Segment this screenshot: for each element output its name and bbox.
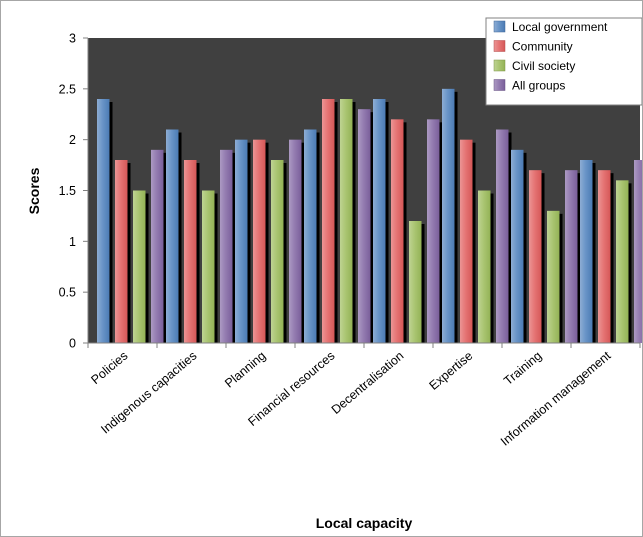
x-tick-label: Decentralisation — [329, 349, 407, 417]
bar-community-planning — [253, 139, 266, 343]
x-tick-label: Information management — [498, 348, 614, 448]
legend-swatch-all-groups — [493, 79, 506, 91]
bar-all-groups-decentralisation — [427, 119, 440, 343]
x-axis-title: Local capacity — [316, 515, 413, 531]
bar-local-government-indigenous-capacities — [166, 129, 179, 343]
legend-swatch-community — [493, 40, 506, 52]
bar-local-government-financial-resources — [304, 129, 317, 343]
bar-community-indigenous-capacities — [184, 160, 197, 343]
y-axis-title: Scores — [26, 167, 42, 214]
bar-community-training — [529, 170, 542, 343]
bar-civil-society-policies — [133, 190, 146, 343]
x-tick-label: Policies — [88, 349, 130, 387]
bar-local-government-information-management — [580, 160, 593, 343]
bar-all-groups-planning — [289, 139, 302, 343]
bar-civil-society-planning — [271, 160, 284, 343]
bars-layer — [97, 88, 642, 344]
bar-all-groups-information-management — [634, 160, 642, 343]
bar-local-government-policies — [97, 99, 110, 343]
bar-local-government-expertise — [442, 88, 455, 343]
legend-label-local-government: Local government — [512, 20, 608, 34]
bar-local-government-planning — [235, 139, 248, 343]
bar-all-groups-policies — [151, 149, 164, 343]
bar-all-groups-indigenous-capacities — [220, 149, 233, 343]
x-tick-label: Planning — [222, 349, 268, 391]
bar-civil-society-indigenous-capacities — [202, 190, 215, 343]
bar-civil-society-information-management — [616, 180, 629, 343]
y-tick-label: 0 — [69, 337, 76, 351]
legend-label-all-groups: All groups — [512, 79, 565, 93]
bar-community-decentralisation — [391, 119, 404, 343]
bar-civil-society-expertise — [478, 190, 491, 343]
bar-community-policies — [115, 160, 128, 343]
bar-all-groups-financial-resources — [358, 109, 371, 344]
legend: Local government Community Civil society Al… — [485, 17, 642, 106]
bar-community-financial-resources — [322, 99, 335, 343]
y-tick-label: 3 — [69, 32, 76, 46]
legend-label-community: Community — [512, 40, 573, 54]
bar-local-government-decentralisation — [373, 99, 386, 343]
bar-civil-society-financial-resources — [340, 99, 353, 343]
legend-swatch-local-government — [493, 20, 506, 33]
y-tick-label: 2 — [69, 133, 76, 147]
y-tick-label: 2.5 — [59, 82, 76, 96]
bar-community-expertise — [460, 139, 473, 343]
bar-all-groups-expertise — [496, 129, 509, 343]
bar-local-government-training — [511, 149, 524, 343]
bar-civil-society-training — [547, 210, 560, 343]
y-tick-label: 1 — [69, 235, 76, 249]
x-tick-label: Expertise — [427, 349, 476, 393]
legend-label-civil-society: Civil society — [512, 59, 575, 73]
bar-civil-society-decentralisation — [409, 221, 422, 343]
y-axis-ticks: 0 0.5 1 1.5 2 2.5 3 — [59, 32, 88, 351]
y-tick-label: 0.5 — [59, 286, 76, 300]
legend-swatch-civil-society — [493, 59, 506, 72]
y-tick-label: 1.5 — [59, 184, 76, 198]
legend-box — [485, 17, 642, 106]
bar-community-information-management — [598, 170, 611, 343]
bar-all-groups-training — [565, 170, 578, 343]
x-tick-label: Training — [501, 349, 544, 388]
